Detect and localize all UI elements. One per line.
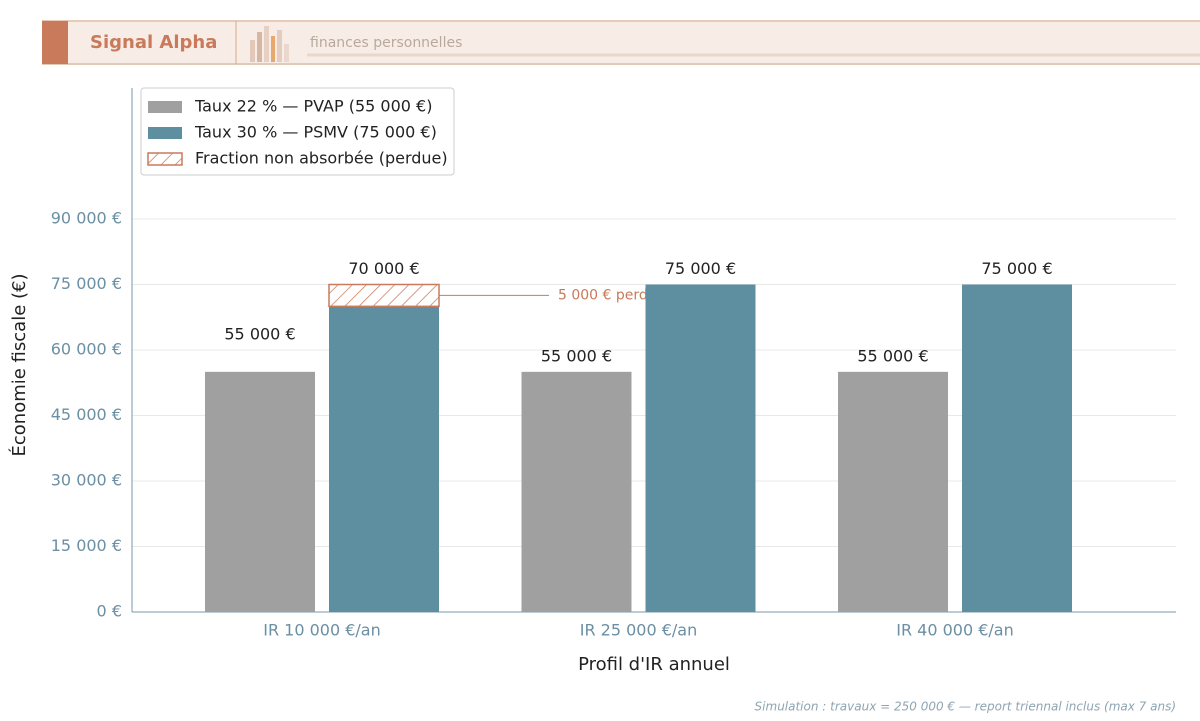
value-label: 75 000 € bbox=[981, 259, 1052, 278]
footnote: Simulation : travaux = 250 000 € — repor… bbox=[755, 700, 1176, 714]
header-bg bbox=[42, 20, 1200, 64]
chart: Économie fiscale (€) Profil d'IR annuel … bbox=[8, 87, 1176, 714]
x-axis-label: Profil d'IR annuel bbox=[578, 654, 730, 675]
legend-label: Fraction non absorbée (perdue) bbox=[195, 149, 448, 168]
y-axis-label: Économie fiscale (€) bbox=[8, 274, 30, 457]
x-tick-label: IR 25 000 €/an bbox=[580, 621, 698, 640]
lost-segment bbox=[328, 283, 440, 308]
x-tick-label: IR 10 000 €/an bbox=[263, 621, 381, 640]
value-label: 75 000 € bbox=[665, 259, 736, 278]
bar bbox=[205, 371, 315, 612]
bar bbox=[645, 284, 756, 612]
header: Signal Alpha finances personnelles bbox=[42, 20, 1200, 65]
logo-bar bbox=[277, 30, 282, 62]
y-tick-label: 30 000 € bbox=[51, 471, 122, 490]
y-tick-label: 90 000 € bbox=[51, 209, 122, 228]
logo-bar bbox=[271, 36, 275, 62]
y-tick-label: 15 000 € bbox=[51, 536, 122, 555]
x-tick-label: IR 40 000 €/an bbox=[896, 621, 1014, 640]
legend-label: Taux 30 % — PSMV (75 000 €) bbox=[194, 123, 437, 142]
logo-bar bbox=[284, 44, 289, 62]
y-tick-label: 45 000 € bbox=[51, 405, 122, 424]
legend-box bbox=[140, 87, 455, 176]
value-label: 55 000 € bbox=[224, 325, 295, 344]
logo-bar bbox=[250, 40, 255, 62]
y-tick-label: 60 000 € bbox=[51, 340, 122, 359]
logo-bar bbox=[257, 32, 262, 62]
bar bbox=[838, 371, 948, 612]
value-label: 70 000 € bbox=[348, 259, 419, 278]
brand-accent bbox=[42, 21, 68, 64]
tagline: finances personnelles bbox=[310, 35, 462, 51]
value-label: 55 000 € bbox=[857, 346, 928, 365]
bar bbox=[329, 306, 439, 612]
annotation: 5 000 € perdus bbox=[558, 287, 664, 303]
bar bbox=[962, 284, 1072, 612]
legend-label: Taux 22 % — PVAP (55 000 €) bbox=[194, 97, 432, 116]
logo bbox=[250, 26, 289, 62]
logo-bar bbox=[264, 26, 269, 62]
bar bbox=[521, 371, 632, 612]
legend-swatch bbox=[148, 101, 182, 113]
legend-swatch bbox=[148, 127, 182, 139]
value-label: 55 000 € bbox=[541, 346, 612, 365]
legend-swatch bbox=[147, 152, 183, 166]
y-tick-label: 75 000 € bbox=[51, 274, 122, 293]
brand: Signal Alpha bbox=[90, 32, 217, 53]
y-tick-label: 0 € bbox=[97, 602, 122, 621]
